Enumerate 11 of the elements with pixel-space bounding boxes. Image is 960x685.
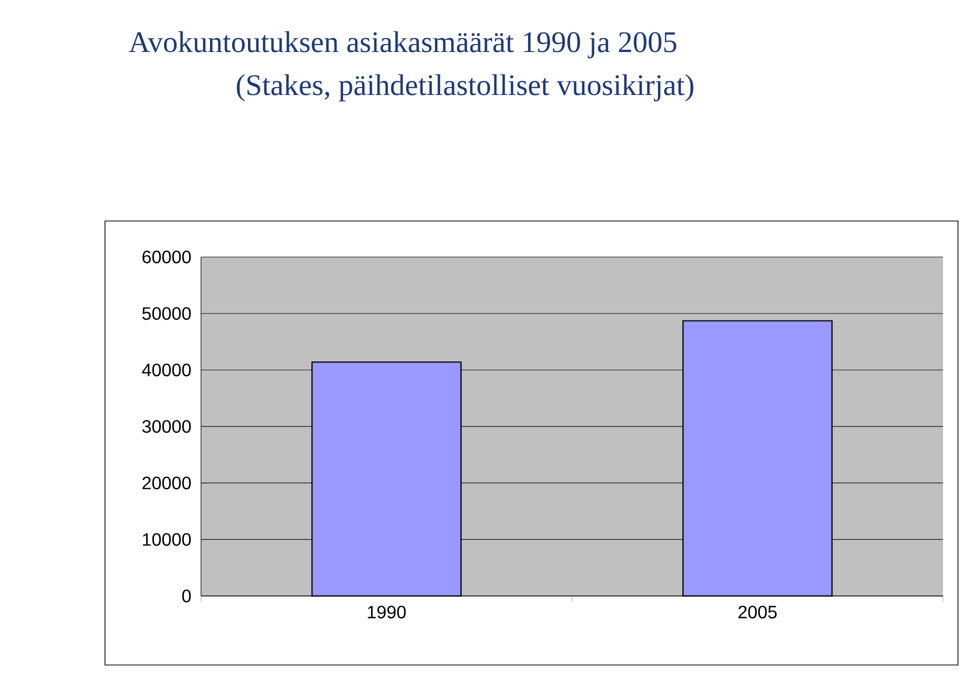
chart-title: Avokuntoutuksen asiakasmäärät 1990 ja 2005 xyxy=(128,31,676,58)
y-tick-label: 50000 xyxy=(142,307,191,320)
y-tick-label: 40000 xyxy=(142,364,191,376)
y-tick-label: 10000 xyxy=(142,533,191,546)
x-tick-label: 2005 xyxy=(738,606,777,618)
y-tick-label: 30000 xyxy=(142,420,191,433)
y-tick-label: 0 xyxy=(182,590,191,602)
y-tick-label: 20000 xyxy=(142,476,191,490)
y-tick-label: 60000 xyxy=(142,250,191,264)
x-tick-label: 1990 xyxy=(368,606,406,618)
chart-subtitle: (Stakes, päihdetilastolliset vuosikirjat) xyxy=(236,74,694,102)
